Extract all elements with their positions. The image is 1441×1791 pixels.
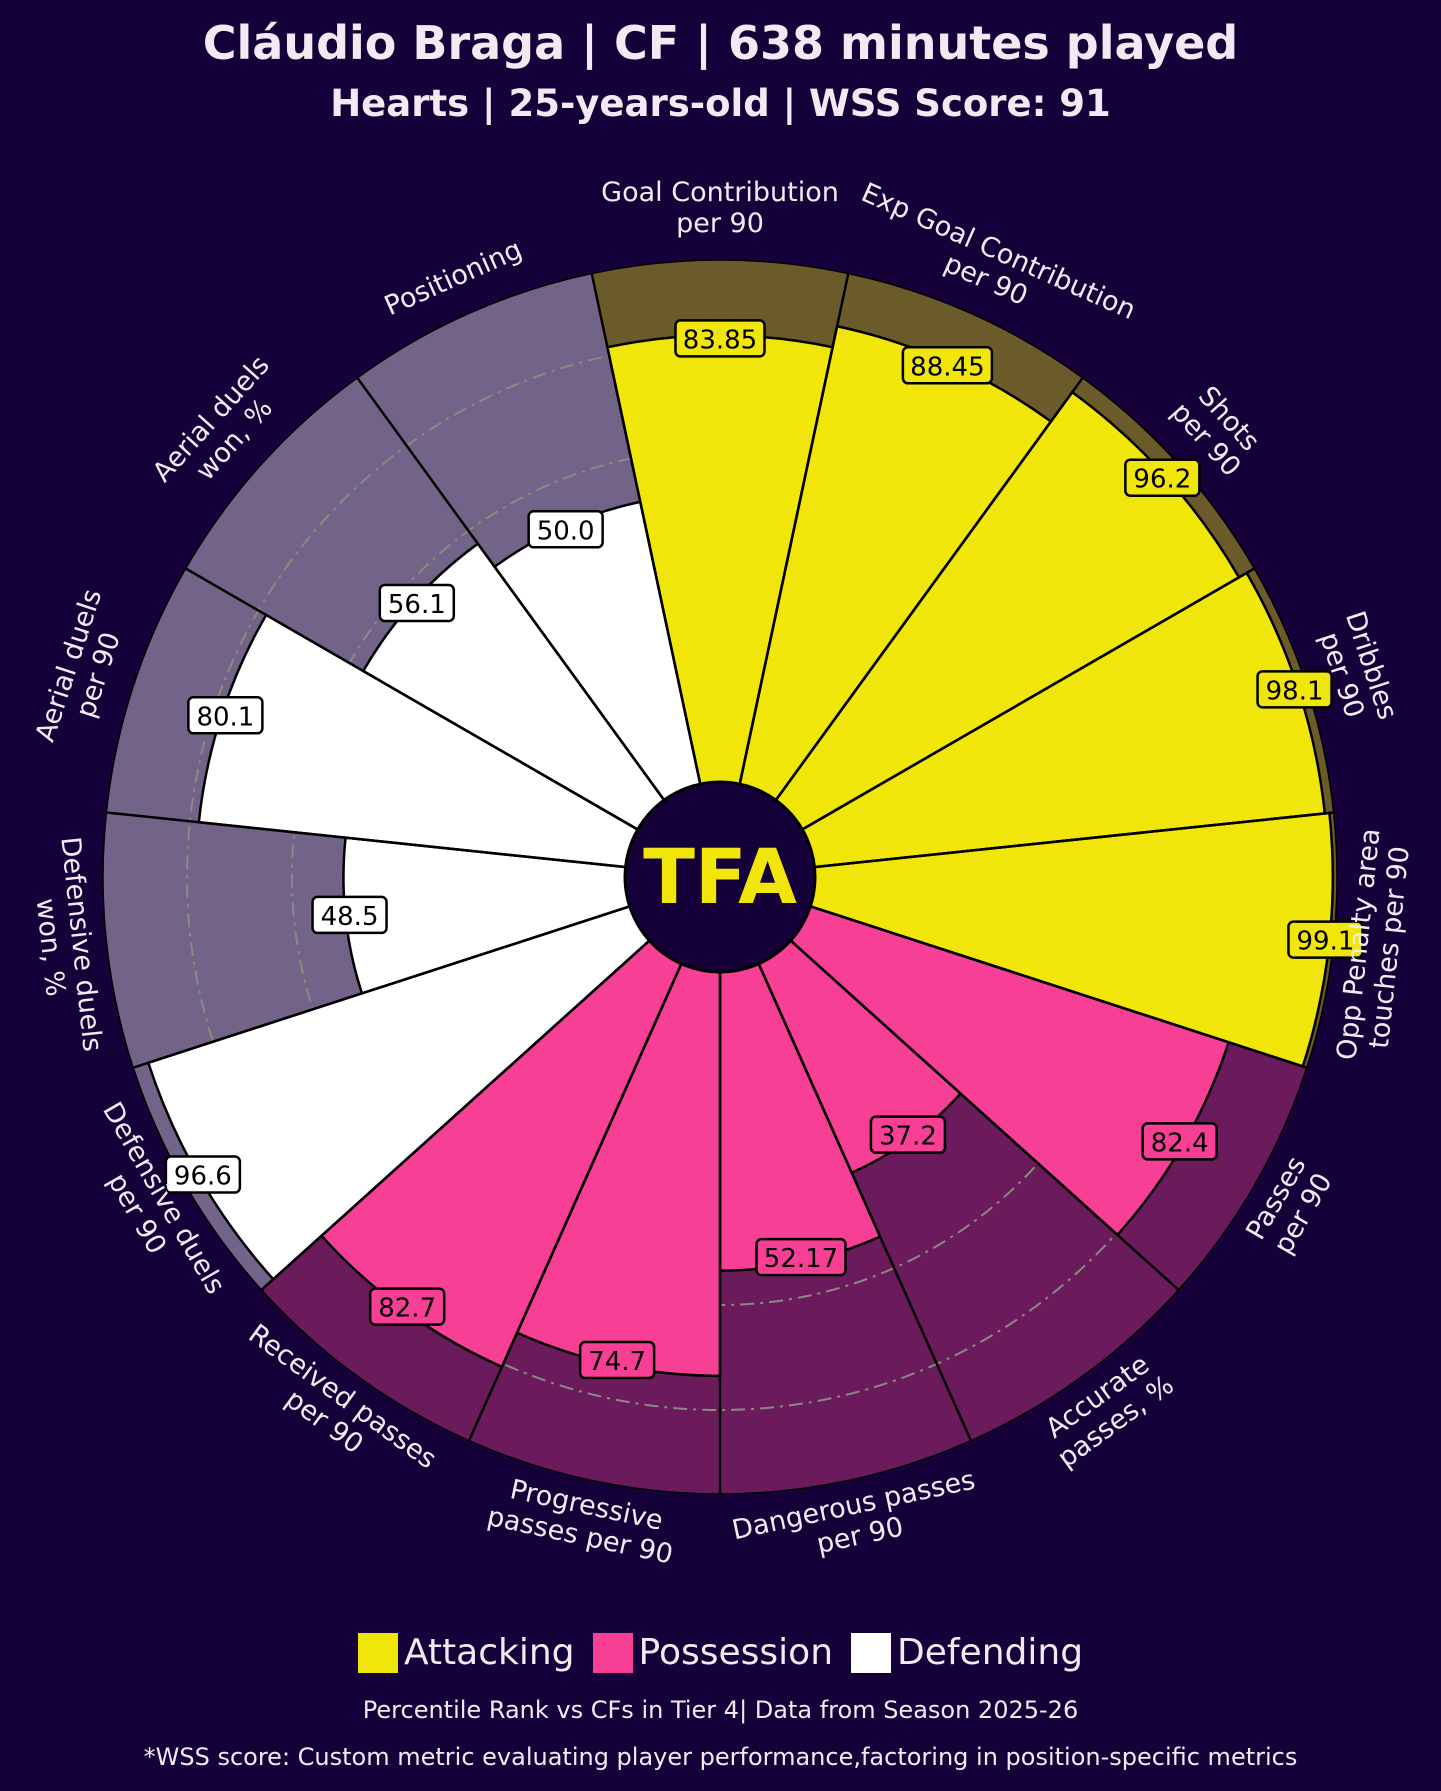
value-label-box [1124, 458, 1201, 497]
center-circle [623, 780, 817, 974]
value-label: 52.17 [755, 1237, 847, 1277]
value-label: 83.85 [674, 319, 766, 358]
value-label-box [869, 1115, 947, 1154]
value-label: 82.4 [1141, 1122, 1218, 1161]
value-label-text: 88.45 [910, 352, 984, 382]
legend-swatch-attacking [357, 1632, 398, 1673]
param-label-line: Goal Contribution [601, 177, 839, 208]
value-label-text: 74.7 [588, 1347, 646, 1377]
slice-divider [467, 876, 722, 1442]
param-label-line: per 90 [676, 208, 764, 239]
legend-item-defending: Defending [851, 1632, 1083, 1673]
value-label-text: 37.2 [879, 1122, 937, 1152]
slice-divider [718, 876, 973, 1442]
legend-swatch-defending [851, 1632, 892, 1673]
slice-divider [356, 377, 722, 878]
value-label-box [368, 1287, 446, 1326]
value-label: 96.6 [164, 1155, 242, 1194]
slice-divider [719, 567, 1255, 879]
value-label-box [187, 696, 264, 735]
chart-title: Cláudio Braga | CF | 638 minutes played [202, 16, 1239, 70]
value-label-box [378, 583, 456, 623]
value-label-text: 80.1 [196, 702, 254, 732]
slice-divider [719, 876, 1180, 1291]
value-label-box [1141, 1122, 1218, 1161]
value-label-box [674, 319, 766, 358]
value-label-text: 82.4 [1151, 1128, 1209, 1158]
value-label: 48.5 [311, 895, 388, 935]
value-label-box [1287, 920, 1364, 959]
footer-note: Percentile Rank vs CFs in Tier 4| Data f… [362, 1696, 1079, 1724]
value-label: 37.2 [869, 1115, 947, 1154]
legend-item-possession: Possession [592, 1632, 834, 1673]
value-label: 82.7 [368, 1287, 446, 1326]
value-label-text: 98.1 [1266, 676, 1324, 706]
value-label-box [164, 1155, 242, 1194]
slice-divider [590, 273, 722, 878]
slice-divider [718, 273, 850, 878]
slice-divider [260, 876, 721, 1291]
slice-divider [718, 377, 1084, 878]
value-label: 98.1 [1256, 670, 1333, 709]
value-label-text: 99.1 [1297, 927, 1355, 957]
slice-divider [132, 875, 721, 1069]
value-label: 56.1 [378, 583, 456, 623]
value-label-text: 52.17 [764, 1244, 838, 1274]
value-label-box [901, 346, 994, 385]
legend-label: Possession [638, 1632, 834, 1673]
value-label: 99.1 [1287, 920, 1364, 959]
value-label: 80.1 [187, 696, 264, 735]
value-label: 50.0 [527, 510, 604, 549]
value-label-box [578, 1340, 656, 1380]
slice-divider [185, 567, 721, 879]
legend-label: Defending [897, 1632, 1084, 1673]
value-label-text: 48.5 [321, 902, 379, 932]
footer-definition: *WSS score: Custom metric evaluating pla… [143, 1743, 1298, 1771]
value-label-text: 96.2 [1133, 465, 1191, 495]
slice-divider [106, 811, 721, 879]
value-label-text: 83.85 [683, 325, 757, 355]
slice-divider [719, 811, 1334, 879]
value-label-box [527, 510, 604, 549]
legend: Attacking Possession Defending [0, 1632, 1441, 1673]
value-label: 88.45 [901, 346, 994, 385]
param-label: Defensive duelswon, % [23, 835, 107, 1056]
legend-label: Attacking [403, 1632, 575, 1673]
chart-subtitle: Hearts | 25-years-old | WSS Score: 91 [330, 82, 1111, 125]
param-label: Opp Penalty areatouches per 90 [1331, 827, 1417, 1065]
param-label: Goal Contribution per 90 [601, 177, 839, 239]
slice-divider [719, 875, 1308, 1069]
value-label-text: 56.1 [388, 590, 446, 620]
tfa-logo: TFA [643, 832, 797, 921]
value-label: 74.7 [578, 1340, 656, 1380]
legend-swatch-possession [592, 1632, 633, 1673]
value-label-text: 96.6 [174, 1162, 232, 1192]
value-label-text: 82.7 [378, 1294, 436, 1324]
value-label: 96.2 [1124, 458, 1201, 497]
legend-item-attacking: Attacking [357, 1632, 575, 1673]
value-label-box [755, 1237, 847, 1277]
value-label-box [1256, 670, 1333, 709]
value-label-text: 50.0 [537, 516, 595, 546]
value-label-box [311, 895, 388, 935]
